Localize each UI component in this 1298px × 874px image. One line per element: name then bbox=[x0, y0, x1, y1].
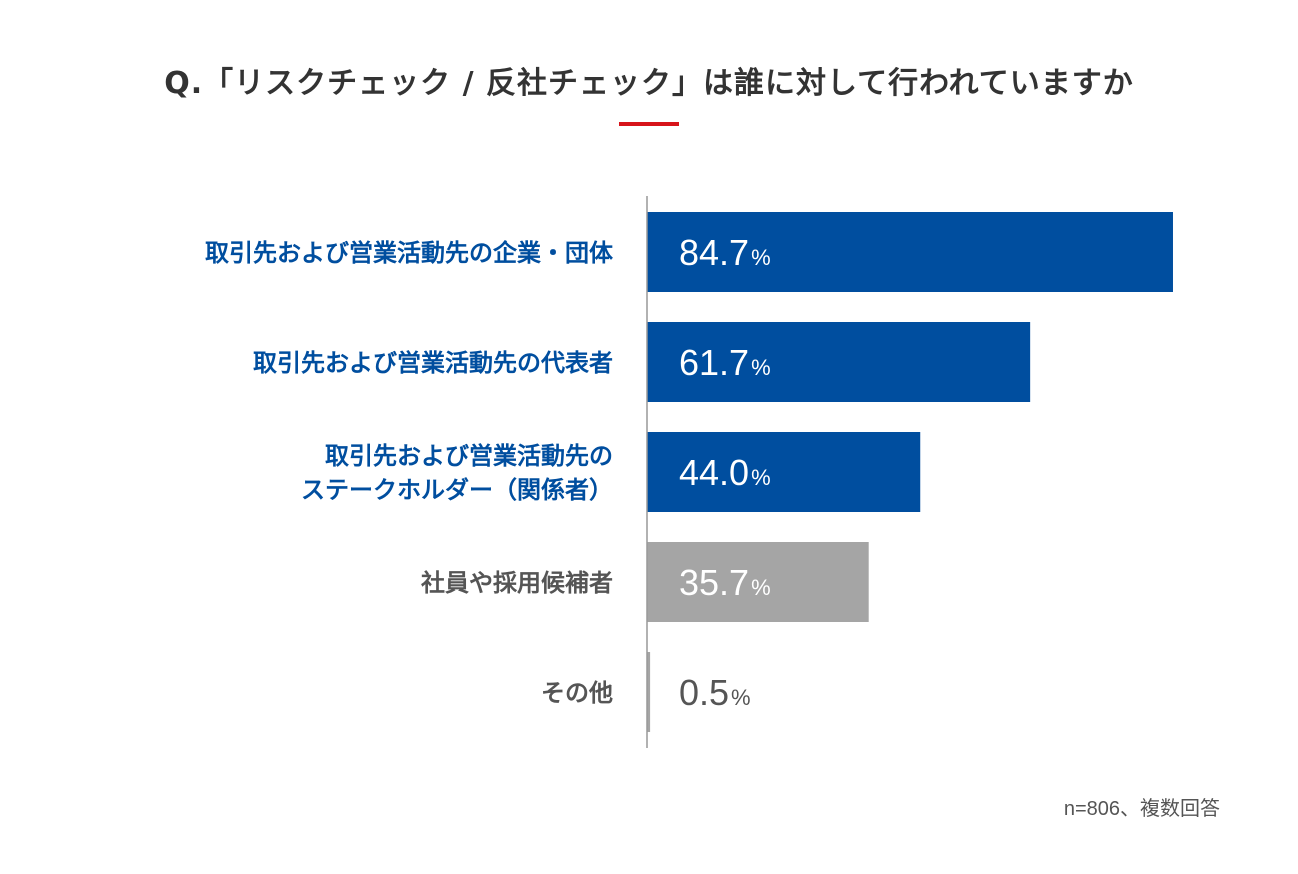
sample-note: n=806、複数回答 bbox=[1063, 798, 1220, 820]
bar-3 bbox=[647, 542, 869, 622]
chart-title: Q.「リスクチェック / 反社チェック」は誰に対して行われていますか bbox=[164, 66, 1134, 101]
value-label-3: 35.7% bbox=[679, 562, 771, 603]
category-label-0: 取引先および営業活動先の企業・団体 bbox=[205, 239, 614, 267]
category-label-4: その他 bbox=[541, 679, 613, 707]
category-label-2-line-1: ステークホルダー（関係者） bbox=[301, 476, 613, 504]
value-label-1: 61.7% bbox=[679, 342, 771, 383]
value-label-0: 84.7% bbox=[679, 232, 771, 273]
bar-0 bbox=[647, 212, 1173, 292]
category-label-1: 取引先および営業活動先の代表者 bbox=[253, 349, 613, 377]
bar-4 bbox=[647, 652, 651, 732]
bar-2 bbox=[647, 432, 921, 512]
category-label-3: 社員や採用候補者 bbox=[421, 569, 613, 597]
title-underline bbox=[619, 122, 679, 126]
bar-1 bbox=[647, 322, 1031, 402]
category-label-2-line-0: 取引先および営業活動先の bbox=[325, 442, 613, 470]
value-label-4: 0.5% bbox=[679, 672, 751, 713]
value-label-2: 44.0% bbox=[679, 452, 771, 493]
